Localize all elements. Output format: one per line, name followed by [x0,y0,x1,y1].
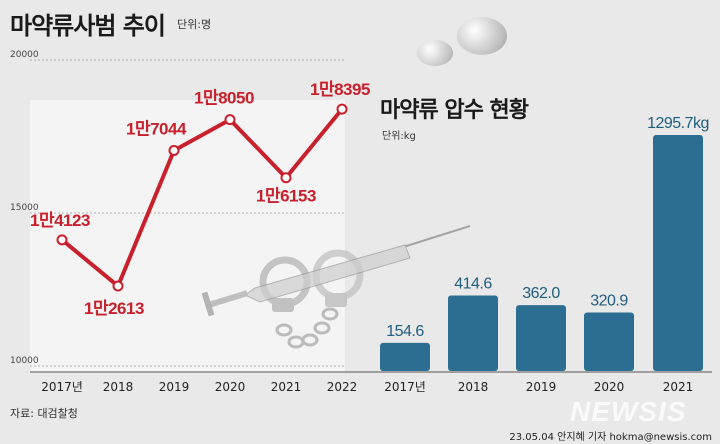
bar-data-label: 154.6 [386,323,424,340]
bar-data-label: 414.6 [454,275,492,292]
pill-icon [417,40,453,66]
y-tick-label: 20000 [10,50,39,60]
credit-line: 23.05.04 안지혜 기자 hokma@newsis.com [509,432,712,443]
line-x-tick-label: 2018 [103,380,134,394]
bar-chart-title: 마약류 압수 현황 [380,98,529,123]
line-point [224,114,236,126]
line-point [336,103,348,115]
bar-data-label: 1295.7kg [647,115,709,132]
line-chart-title: 마약류사범 추이 [10,12,166,40]
y-tick-label: 15000 [10,203,39,213]
line-data-label: 1만2613 [84,299,144,318]
newsis-watermark: NEWSIS [570,396,687,427]
line-chart-grid: 20000 15000 10000 [10,50,345,367]
line-point [112,280,124,292]
bar-x-tick-label: 2019 [526,380,557,394]
line-x-tick-label: 2021 [271,380,302,394]
bar-chart-unit: 단위:kg [382,131,416,142]
line-data-label: 1만4123 [30,211,90,230]
line-data-label: 1만8050 [194,89,254,108]
bar [448,295,498,371]
line-data-label: 1만7044 [126,119,187,138]
line-x-tick-label: 2020 [215,380,246,394]
line-point [168,144,180,156]
syringe-icon [201,225,471,317]
line-data-label: 1만6153 [256,187,316,206]
line-series [60,107,344,289]
line-chart: 1만4123 1만2613 1만7044 1만8050 1만6153 1만8395 [30,80,370,318]
pill-icon [457,17,507,55]
bar-x-tick-label: 2017년 [384,380,426,394]
bar-chart: 154.6 414.6 362.0 320.9 1295.7kg [380,115,709,371]
x-axis-labels: 2017년 2018 2019 2020 2021 2022 2017년 2018 2019 20… [41,380,693,394]
line-chart-panel [30,100,345,372]
bar-x-tick-label: 2020 [594,380,625,394]
bar-x-tick-label: 2021 [663,380,694,394]
bar-x-tick-label: 2018 [458,380,489,394]
bar [653,135,703,371]
bar-data-label: 320.9 [590,293,628,310]
line-x-tick-label: 2017년 [41,380,83,394]
bar-data-label: 362.0 [522,285,560,302]
source-note: 자료: 대검찰청 [10,407,78,420]
line-point [280,172,292,184]
line-chart-unit: 단위:명 [177,18,212,31]
line-data-label: 1만8395 [310,80,370,99]
bar [584,312,634,371]
y-tick-label: 10000 [10,356,39,366]
bar [380,342,430,371]
line-x-tick-label: 2022 [327,380,358,394]
bar [516,305,566,371]
line-point [56,234,68,246]
line-x-tick-label: 2019 [159,380,190,394]
